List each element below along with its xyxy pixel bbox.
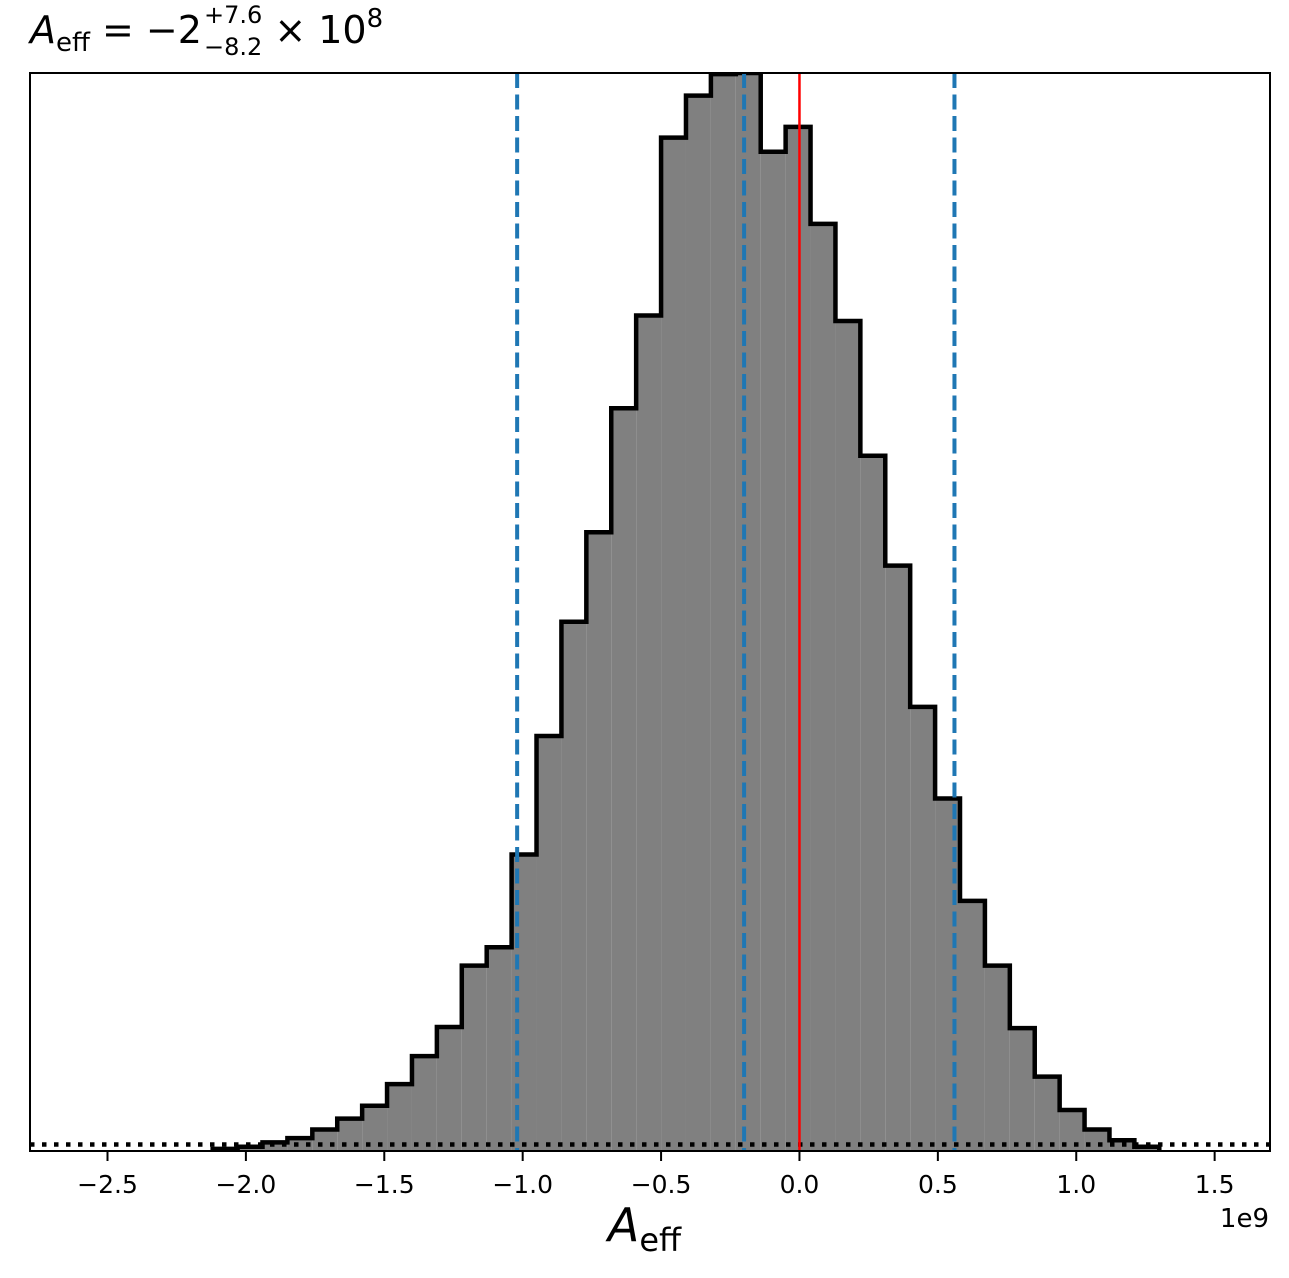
histogram-bar [461,965,487,1151]
histogram-bar [611,408,637,1151]
x-tick-label: 0.0 [780,1170,820,1199]
x-tick-label: −0.5 [631,1170,692,1199]
x-tick-label: 0.5 [918,1170,958,1199]
title-times: × 10 [274,8,367,52]
title-uncertainty: +7.6 −8.2 [203,3,263,61]
histogram-bar [960,900,985,1151]
x-axis-offset-text: 1e9 [1219,1204,1269,1234]
x-tick-label: −1.5 [354,1170,415,1199]
histogram-bar [636,315,662,1151]
histogram-bar [536,735,562,1151]
histogram-outline [210,73,1162,1151]
histogram-bar [785,126,811,1151]
histogram-bar [387,1084,412,1151]
histogram-bar [760,151,786,1151]
histogram-bar [1034,1076,1060,1151]
x-tick-label: −2.5 [77,1170,138,1199]
histogram-bar [411,1056,437,1151]
histogram-bar [835,320,861,1151]
histogram-bar [910,706,936,1151]
x-tick-label: 1.5 [1195,1170,1235,1199]
histogram-bar [661,137,686,1151]
histogram-bar [561,621,587,1151]
title-lower-error: −8.2 [203,32,263,61]
chart-title: Aeff = −2 +7.6 −8.2 × 108 [30,3,383,61]
histogram-bar [586,532,612,1151]
histogram-bar [685,95,711,1151]
histogram-bar [860,455,886,1151]
histogram-bar [486,947,512,1151]
title-upper-error: +7.6 [203,0,263,29]
x-tick-label: −1.0 [492,1170,553,1199]
histogram-bar [1009,1028,1035,1151]
histogram-bar [262,1142,288,1151]
histogram-bar [1084,1129,1110,1151]
histogram-bar [885,565,911,1151]
plot-area [30,73,1270,1151]
x-tick-label: 1.0 [1056,1170,1096,1199]
title-variable: A [30,8,56,52]
histogram-bar [810,223,836,1151]
histogram-bar [710,74,736,1151]
xlabel-variable-subscript: eff [639,1221,682,1259]
histogram-bar [1109,1140,1135,1151]
xlabel-variable: A [607,1198,640,1252]
histogram-bar [362,1105,388,1151]
histogram-bar [287,1138,313,1151]
histogram-bar [312,1129,338,1151]
axes-frame [29,72,1271,1152]
histogram-bar [436,1027,462,1151]
histogram-bar [735,73,761,1151]
title-exponent: 8 [366,4,384,34]
x-axis: −2.5 −2.0 −1.5 −1.0 −0.5 0.0 0.5 1.0 1.5 [77,1151,1235,1199]
x-axis-label: Aeff [0,1198,1289,1259]
title-equals: = −2 [102,8,202,52]
x-tick-label: −2.0 [216,1170,277,1199]
title-variable-subscript: eff [56,28,90,58]
histogram-bar [984,965,1010,1151]
